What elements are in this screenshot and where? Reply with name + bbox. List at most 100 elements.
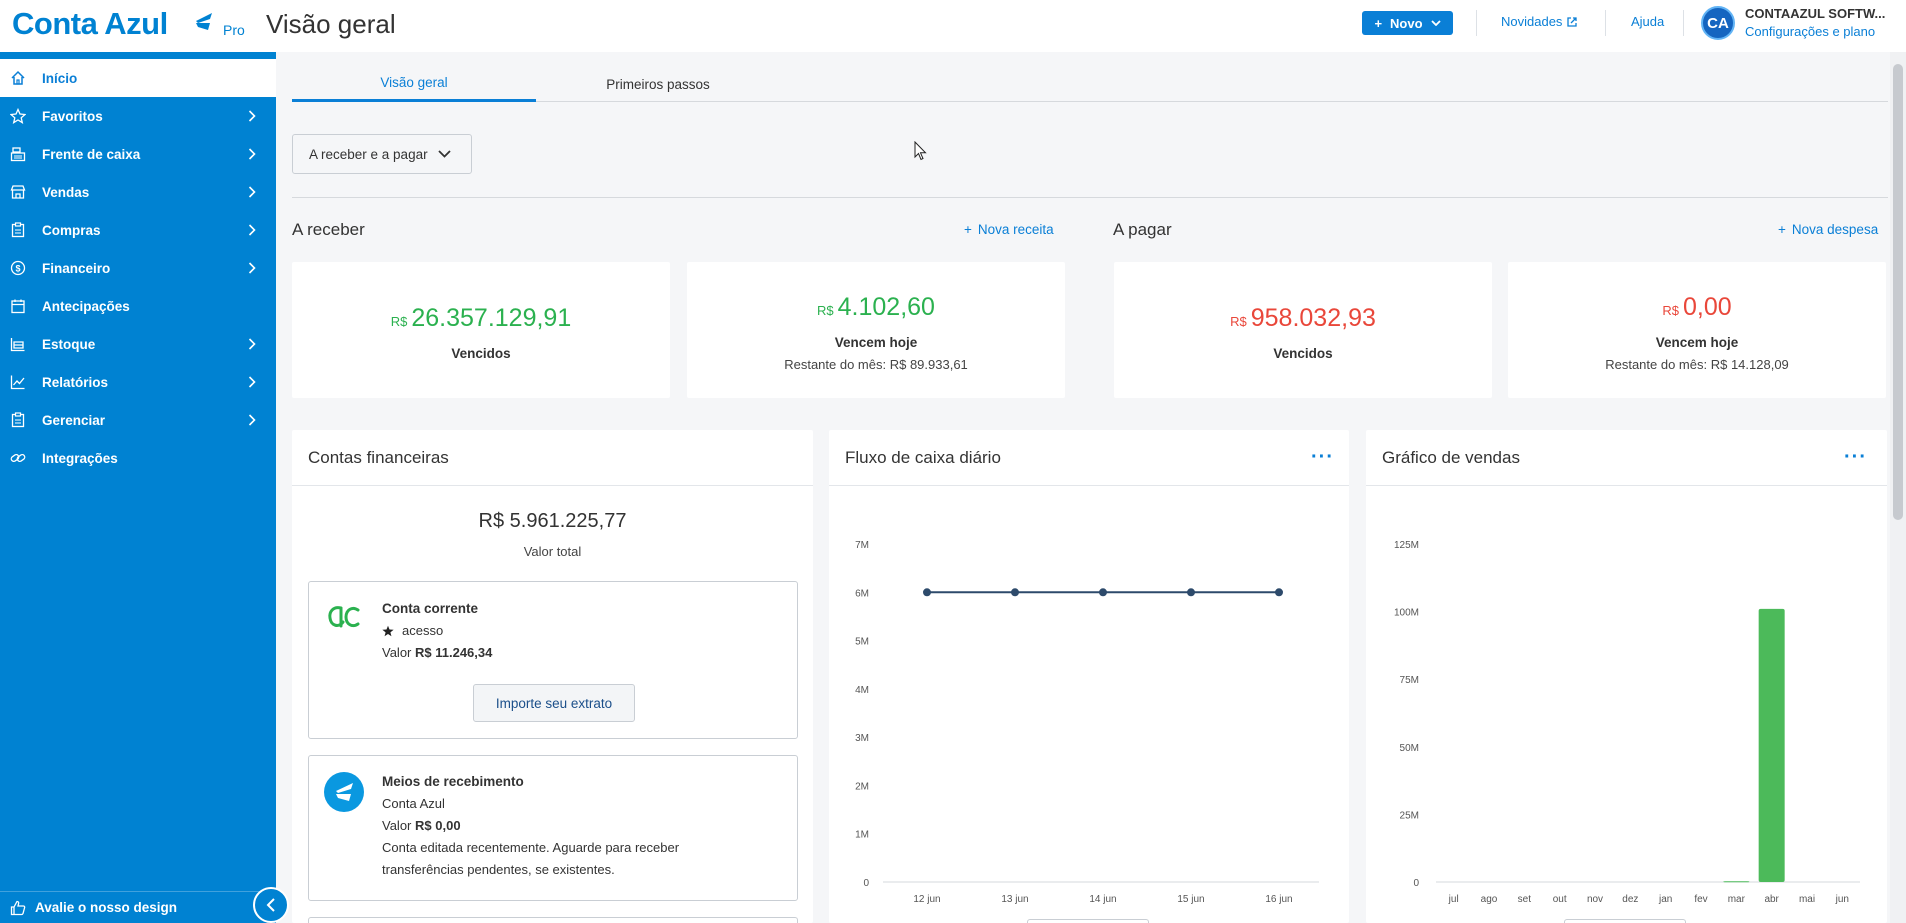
new-expense-link[interactable]: + Nova despesa [1778,222,1878,237]
x-tick-label: jan [1658,894,1672,905]
home-icon [11,70,25,85]
cashflow-title: Fluxo de caixa diário [845,448,1001,467]
conta-azul-logo-icon [324,772,364,812]
sidebar-item-favoritos[interactable]: Favoritos [0,97,276,135]
payable-today-label: Vencem hoje [1655,335,1739,350]
sidebar-item-label: Financeiro [42,260,111,276]
clipboard-icon [11,222,25,238]
rate-design-link[interactable]: Avalie o nosso design [0,891,276,923]
x-tick-label: jul [1448,894,1459,905]
chevron-right-icon [248,414,256,426]
sidebar-item-estoque[interactable]: Estoque [0,325,276,363]
sidebar-item-label: Integrações [42,450,118,466]
avatar[interactable]: CA [1701,6,1735,40]
payable-overdue-card[interactable]: R$ 958.032,93 Vencidos [1114,262,1492,398]
x-tick-label: 15 jun [1177,894,1204,905]
tab-primeiros-passos[interactable]: Primeiros passos [606,76,710,92]
sidebar-item-label: Relatórios [42,374,109,390]
filter-dropdown[interactable]: A receber e a pagar [292,134,472,174]
star-filled-icon [382,625,394,636]
news-link-label: Novidades [1501,14,1563,29]
sidebar-item-financeiro[interactable]: $ Financeiro [0,249,276,287]
receivable-today-label: Vencem hoje [834,335,918,350]
y-tick-label: 125M [1394,540,1419,551]
account-card-conta-corrente[interactable]: Conta corrente acesso Valor R$ 11.246,34… [308,581,798,739]
register-icon [10,147,26,162]
tab-bar: Visão geral Primeiros passos [292,66,1888,102]
scrollbar-track[interactable] [1890,52,1906,923]
panel-action-button[interactable] [1027,919,1149,923]
plus-icon: + [964,222,972,237]
y-tick-label: 4M [855,685,869,696]
x-tick-label: jun [1835,894,1849,905]
y-tick-label: 3M [855,733,869,744]
brand-logo[interactable]: Conta Azul [12,6,168,41]
collapse-sidebar-button[interactable] [253,887,289,923]
sidebar-item-vendas[interactable]: Vendas [0,173,276,211]
new-income-link[interactable]: + Nova receita [964,222,1054,237]
chevron-right-icon [248,148,256,160]
plus-icon: + [1778,222,1786,237]
x-tick-label: 16 jun [1265,894,1292,905]
receivable-overdue-label: Vencidos [451,346,511,361]
account-name: Meios de recebimento [382,774,524,789]
payable-today-card[interactable]: R$ 0,00 Vencem hoje Restante do mês: R$ 1… [1508,262,1886,398]
cashflow-chart: 0 1M 2M 3M 4M 5M 6M 7M 12 jun 13 jun 14 jun 15 jun 1… [855,540,1319,923]
x-tick-label: mar [1728,894,1746,905]
more-options-icon[interactable]: ··· [1844,446,1867,468]
sidebar-item-frente-de-caixa[interactable]: Frente de caixa [0,135,276,173]
sidebar-item-label: Favoritos [42,108,103,124]
panel-action-button[interactable] [1564,919,1686,923]
chart-icon [10,375,25,390]
sidebar-item-integracoes[interactable]: Integrações [0,439,276,477]
sidebar-item-relatorios[interactable]: Relatórios [0,363,276,401]
y-tick-label: 25M [1400,810,1419,821]
sales-chart: 0 25M 50M 75M 100M 125M jul ago set out nov dez jan f… [1394,540,1860,923]
news-link[interactable]: Novidades [1501,14,1578,29]
account-bank: acesso [382,623,443,638]
more-options-icon[interactable]: ··· [1311,446,1334,468]
accounts-title: Contas financeiras [308,448,449,467]
top-bar: Conta Azul Pro Visão geral + Novo Novida… [0,0,1906,52]
new-button-label: Novo [1390,15,1423,31]
y-tick-label: 0 [1413,878,1419,889]
account-value: Valor R$ 0,00 [382,818,461,833]
chevron-down-icon [437,150,451,158]
sidebar-item-label: Estoque [42,336,96,352]
settings-and-plan-link[interactable]: Configurações e plano [1745,24,1876,39]
sidebar-item-label: Frente de caixa [42,146,141,162]
help-link[interactable]: Ajuda [1631,14,1665,29]
receivable-title: A receber [292,220,365,239]
sidebar-item-inicio[interactable]: Início [0,59,276,97]
sidebar-item-antecipacoes[interactable]: Antecipações [0,287,276,325]
x-tick-label: 12 jun [913,894,940,905]
tab-visao-geral[interactable]: Visão geral [292,66,536,102]
account-card-meios-de-recebimento[interactable]: Meios de recebimento Conta Azul Valor R$… [308,755,798,901]
saldo-point [1099,588,1107,597]
account-card-partial[interactable] [308,917,798,923]
import-statement-button[interactable]: Importe seu extrato [473,684,635,722]
receivable-today-card[interactable]: R$ 4.102,60 Vencem hoje Restante do mês: … [687,262,1065,398]
sidebar-item-compras[interactable]: Compras [0,211,276,249]
y-tick-label: 2M [855,781,869,792]
scrollbar-thumb[interactable] [1893,64,1903,520]
accounts-total: R$ 5.961.225,77 [478,510,627,532]
external-link-icon [1567,16,1578,27]
accounts-total-label: Valor total [523,544,582,559]
box-icon [10,338,25,352]
divider [1683,10,1684,36]
sidebar-item-label: Gerenciar [42,412,106,428]
receivable-overdue-card[interactable]: R$ 26.357.129,91 Vencidos [292,262,670,398]
new-income-label: Nova receita [977,222,1054,237]
chevron-right-icon [248,110,256,122]
sidebar-item-gerenciar[interactable]: Gerenciar [0,401,276,439]
company-name[interactable]: CONTAAZUL SOFTW... [1745,6,1886,21]
mouse-cursor-icon [914,141,927,161]
y-tick-label: 75M [1400,675,1419,686]
bank-logo-icon [328,606,360,628]
payable-month-rest: Restante do mês: R$ 14.128,09 [1605,357,1789,372]
new-button[interactable]: + Novo [1362,11,1453,35]
account-note: Conta editada recentemente. Aguarde para… [382,840,680,855]
bar [1758,608,1785,882]
new-expense-label: Nova despesa [1791,222,1879,237]
